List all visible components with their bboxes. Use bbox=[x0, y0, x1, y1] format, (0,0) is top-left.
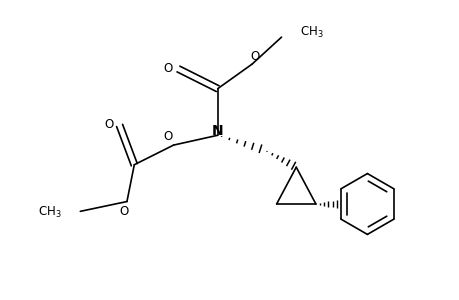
Text: O: O bbox=[104, 118, 113, 131]
Text: CH$_3$: CH$_3$ bbox=[300, 25, 323, 40]
Text: O: O bbox=[120, 205, 129, 218]
Text: O: O bbox=[162, 61, 172, 74]
Text: N: N bbox=[212, 124, 223, 138]
Text: O: O bbox=[249, 50, 258, 63]
Text: CH$_3$: CH$_3$ bbox=[38, 205, 62, 220]
Text: O: O bbox=[162, 130, 172, 143]
